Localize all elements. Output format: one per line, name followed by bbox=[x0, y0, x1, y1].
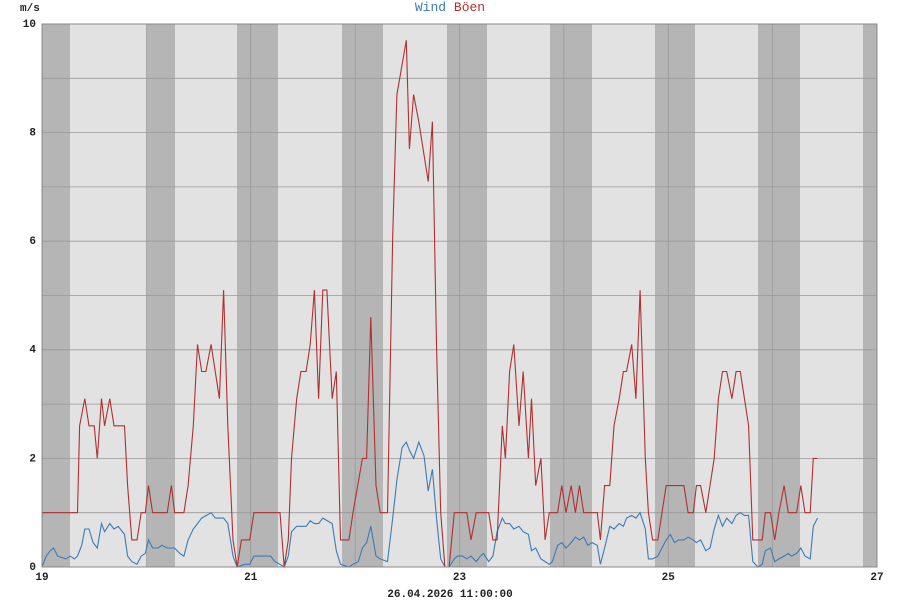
series-line bbox=[41, 440, 818, 568]
legend: Wind Böen bbox=[415, 0, 485, 15]
x-tick-label: 27 bbox=[870, 572, 883, 584]
x-tick-label: 23 bbox=[453, 572, 467, 584]
legend-entry: Wind bbox=[415, 0, 446, 15]
series-line bbox=[42, 40, 818, 568]
x-tick-label: 19 bbox=[35, 572, 48, 584]
unit-label: m/s bbox=[20, 3, 40, 15]
x-tick-label: 25 bbox=[662, 572, 676, 584]
y-tick-label: 6 bbox=[29, 236, 36, 248]
legend-entry: Böen bbox=[454, 0, 485, 15]
x-tick-label: 21 bbox=[244, 572, 258, 584]
footer-timestamp: 26.04.2026 11:00:00 bbox=[387, 589, 512, 600]
y-tick-label: 10 bbox=[23, 19, 36, 31]
y-tick-label: 2 bbox=[29, 453, 36, 465]
y-tick-label: 4 bbox=[29, 345, 36, 357]
plot-frame bbox=[41, 23, 878, 568]
y-tick-label: 8 bbox=[29, 128, 36, 140]
y-tick-label: 0 bbox=[29, 562, 36, 574]
